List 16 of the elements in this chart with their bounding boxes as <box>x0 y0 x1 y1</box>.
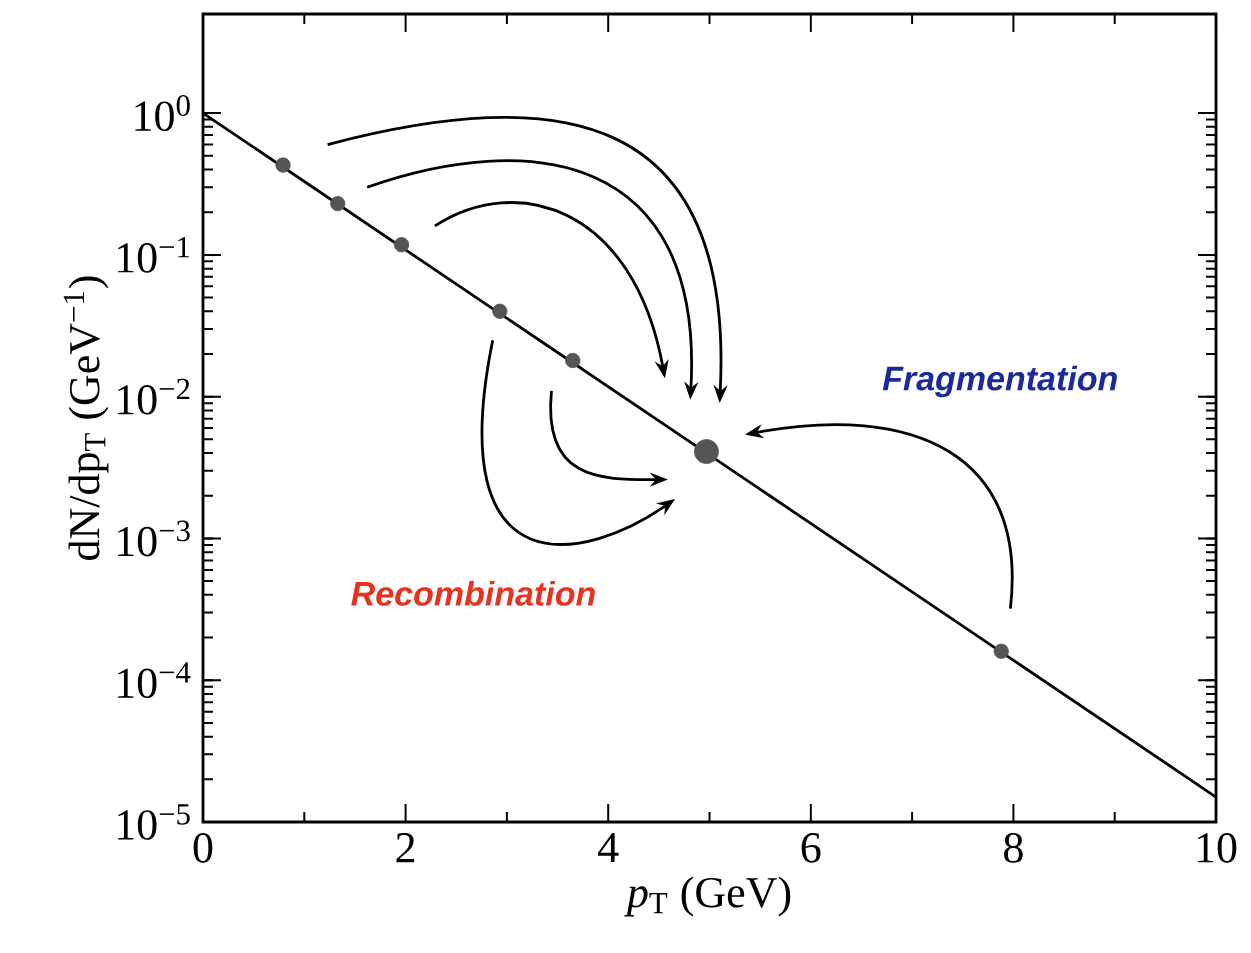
x-tick-label: 4 <box>598 833 619 863</box>
y-tick-label: 10$^{−3}$ <box>118 520 190 557</box>
y-tick-label: 10$^{−2}$ <box>118 378 190 415</box>
annotation: Fragmentation <box>882 365 1117 398</box>
x-tick-label: 8 <box>1004 833 1023 863</box>
x-tick-label: 6 <box>801 833 821 863</box>
y-tick-label: 10$^{−1}$ <box>118 236 190 273</box>
annotation: Recombination <box>351 580 595 606</box>
x-axis-title: p$_{T}$ (GeV) <box>624 876 791 917</box>
x-tick-label: 10 <box>1197 833 1237 863</box>
y-axis-title: dN/dp$_{T}$ (GeV$^{−1}$) <box>63 276 109 560</box>
x-tick-label: 2 <box>396 833 415 863</box>
y-tick-label: 10$^{−4}$ <box>118 662 191 699</box>
y-tick-label: 10$^{−5}$ <box>118 804 190 840</box>
y-tick-label: 10$^{0}$ <box>135 95 190 132</box>
x-tick-label: 0 <box>193 833 213 863</box>
